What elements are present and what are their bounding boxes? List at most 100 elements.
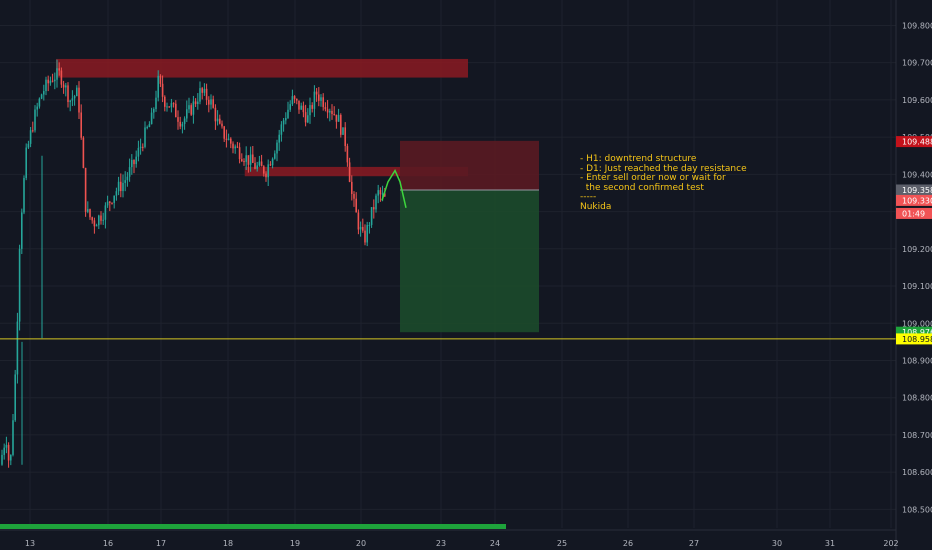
time-tick-label: 31 xyxy=(825,539,835,548)
short-position-tool[interactable] xyxy=(400,140,539,333)
candle-body xyxy=(311,105,313,109)
candle-body xyxy=(29,130,32,144)
candle-body xyxy=(54,79,56,82)
price-tick-label: 109.600 xyxy=(902,96,932,105)
candle-body xyxy=(5,444,8,448)
candle-body xyxy=(194,101,197,104)
price-axis[interactable]: 109.800109.700109.600109.500109.400109.3… xyxy=(895,0,932,550)
candle-body xyxy=(381,193,384,195)
candle-body xyxy=(219,118,221,124)
candle-body xyxy=(210,99,212,105)
candle-body xyxy=(49,80,52,84)
candle-body xyxy=(291,96,294,105)
candle-body xyxy=(172,103,175,105)
time-tick-label: 23 xyxy=(436,539,446,548)
price-tick-label: 109.800 xyxy=(902,21,932,30)
candle-body xyxy=(188,105,190,110)
candle-body xyxy=(150,112,153,125)
candle-body xyxy=(111,202,113,204)
candle-body xyxy=(40,94,43,99)
time-tick-label: 20 xyxy=(356,539,366,548)
candle-body xyxy=(234,146,236,149)
time-tick-label: 202 xyxy=(883,539,898,548)
candle-body xyxy=(348,162,351,182)
candle-body xyxy=(236,146,239,148)
price-axis-bg xyxy=(896,0,932,550)
candle-body xyxy=(373,207,375,210)
candle-body xyxy=(135,156,137,165)
candle-body xyxy=(115,191,118,196)
note-line-6: Nukida xyxy=(580,201,612,212)
candle-body xyxy=(260,161,263,167)
candle-body xyxy=(142,146,144,148)
candle-body xyxy=(355,198,357,213)
price-tick-label: 109.100 xyxy=(902,282,932,291)
projection-path xyxy=(381,169,407,209)
candle-body xyxy=(62,84,65,88)
candle-body xyxy=(208,99,210,105)
candle-body xyxy=(153,108,155,113)
candle-body xyxy=(315,91,318,95)
candle-body xyxy=(271,158,274,166)
candle-body xyxy=(252,154,254,163)
price-tick-label: 109.400 xyxy=(902,170,932,179)
candle-body xyxy=(247,155,250,165)
candle-body xyxy=(175,103,177,118)
candle-body xyxy=(69,100,71,103)
candle-body xyxy=(203,88,206,93)
candle-body xyxy=(333,114,335,116)
candle-body xyxy=(56,68,58,80)
candle-body xyxy=(3,447,5,455)
candle-body xyxy=(131,159,133,168)
candle-body xyxy=(293,96,296,99)
candle-body xyxy=(307,115,309,123)
candle-body xyxy=(245,155,247,162)
candle-body xyxy=(243,161,245,163)
candle-body xyxy=(73,96,76,99)
candle-body xyxy=(159,75,162,84)
candlestick-series xyxy=(1,59,386,468)
candle-body xyxy=(144,127,146,147)
candle-body xyxy=(346,146,349,163)
candle-body xyxy=(197,101,199,104)
resistance-zones xyxy=(56,58,468,177)
candle-body xyxy=(201,88,203,93)
candle-body xyxy=(265,173,267,178)
candle-body xyxy=(232,143,234,149)
candle-body xyxy=(100,215,102,221)
candle-body xyxy=(241,159,243,162)
time-tick-label: 18 xyxy=(223,539,233,548)
candle-body xyxy=(67,85,69,103)
candle-body xyxy=(157,75,159,98)
candle-body xyxy=(128,167,131,177)
candle-body xyxy=(58,68,60,71)
candle-body xyxy=(199,88,201,102)
candle-body xyxy=(183,118,186,124)
candle-body xyxy=(155,97,157,109)
candle-body xyxy=(93,220,96,227)
note-line-1: - H1: downtrend structure xyxy=(580,154,697,164)
candle-body xyxy=(164,96,166,107)
candle-body xyxy=(212,99,214,108)
candle-body xyxy=(27,143,30,148)
candle-body xyxy=(331,110,333,115)
candle-body xyxy=(91,217,93,221)
candle-body xyxy=(276,142,278,154)
time-axis[interactable]: 13 16 17 18 19 20 23 24 25 26 27 30 31 202 xyxy=(0,529,899,548)
candle-body xyxy=(1,454,3,465)
price-label-badge xyxy=(896,326,932,338)
chart-overlay xyxy=(0,169,896,529)
candle-body xyxy=(146,127,148,129)
candle-body xyxy=(190,105,192,115)
time-tick-label: 13 xyxy=(25,539,35,548)
candle-body xyxy=(285,117,287,121)
candle-body xyxy=(379,190,382,195)
candle-body xyxy=(326,109,329,113)
candle-body xyxy=(320,97,322,101)
candle-body xyxy=(10,454,12,461)
candle-body xyxy=(76,87,78,97)
candle-body xyxy=(309,105,311,116)
candle-body xyxy=(82,137,85,168)
bottom-strip xyxy=(0,524,506,529)
